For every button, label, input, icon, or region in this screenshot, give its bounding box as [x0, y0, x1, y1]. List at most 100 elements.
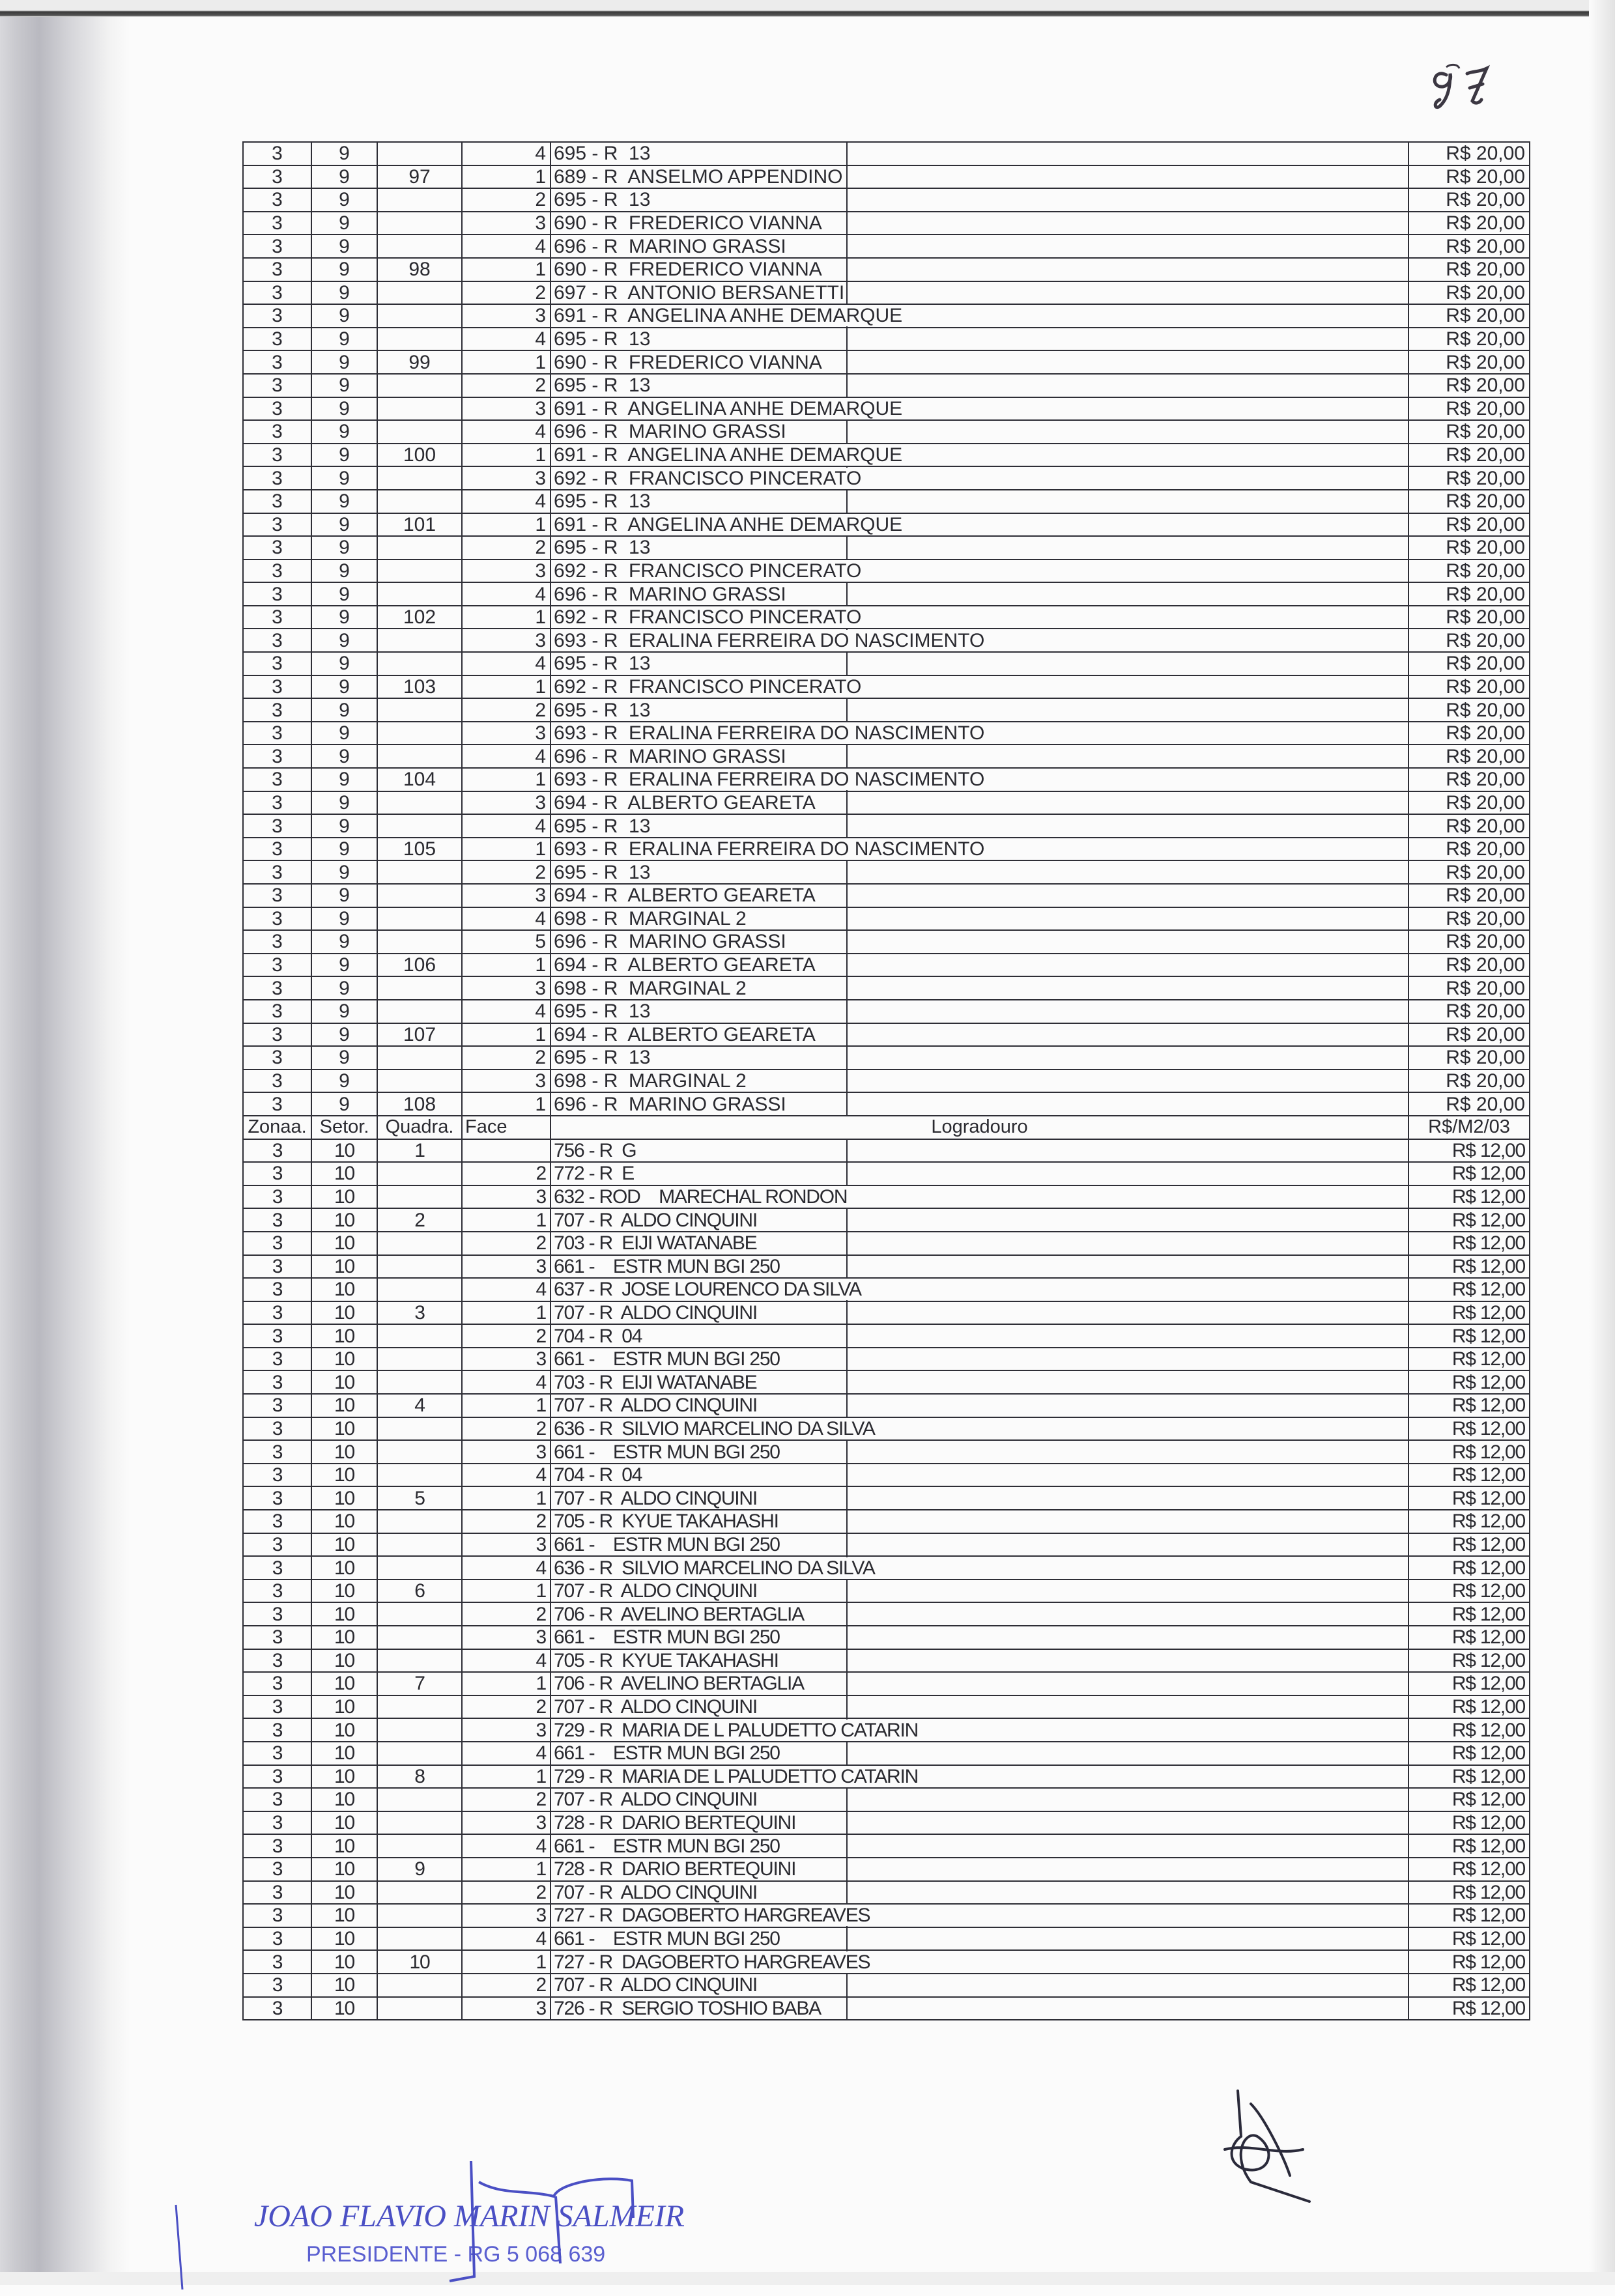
logradouro-cell: 695 - R 13 — [550, 489, 1409, 514]
setor-cell: 10 — [311, 1324, 378, 1348]
logradouro-text: 661 - ESTR MUN BGI 250 — [554, 1533, 781, 1555]
valor-cell: R$ 12,00 — [1408, 1694, 1530, 1720]
logradouro-text: 698 - R MARGINAL 2 — [554, 977, 748, 999]
logradouro-cell: 695 - R 13 — [550, 141, 1409, 166]
logradouro-cell: 696 - R MARINO GRASSI — [550, 744, 1409, 769]
quadra-cell — [377, 1834, 463, 1858]
zona-cell: 3 — [242, 141, 312, 166]
quadra-cell — [377, 790, 463, 815]
quadra-cell — [377, 883, 463, 908]
logradouro-text: 694 - R ALBERTO GEARETA — [554, 885, 817, 907]
valor-cell: R$ 12,00 — [1408, 1834, 1530, 1858]
table-row: 3 10 8 1 729 - R MARIA DE L PALUDETTO CATARI… — [242, 1764, 1530, 1789]
logradouro-text: 636 - R SILVIO MARCELINO DA SILVA — [554, 1557, 876, 1579]
valor-cell: R$ 12,00 — [1408, 1718, 1530, 1742]
cell-divider — [846, 1927, 848, 1951]
table-row: 3 9 3 698 - R MARGINAL 2 R$ 20,00 — [242, 976, 1530, 1000]
setor-cell: 9 — [311, 790, 378, 815]
zona-cell: 3 — [242, 489, 312, 514]
zona-cell: 3 — [242, 1324, 312, 1348]
zona-cell: 3 — [242, 1439, 312, 1464]
table-row: 3 10 4 661 - ESTR MUN BGI 250 R$ 12,00 — [242, 1926, 1530, 1951]
face-cell: 1 — [461, 1856, 551, 1882]
face-cell: 3 — [461, 1625, 551, 1650]
logradouro-text: 661 - ESTR MUN BGI 250 — [554, 1742, 781, 1765]
logradouro-text: 690 - R FREDERICO VIANNA — [554, 259, 823, 281]
cell-divider — [846, 1788, 848, 1811]
table-row: 3 9 106 1 694 - R ALBERTO GEARETA R$ 20,00 — [242, 952, 1530, 978]
setor-cell: 10 — [311, 1903, 378, 1928]
table-row: 3 9 99 1 690 - R FREDERICO VIANNA R$ 20,00 — [242, 350, 1530, 375]
face-cell: 2 — [461, 1602, 551, 1626]
setor-cell: 10 — [311, 1230, 378, 1256]
table-row: 3 9 2 695 - R 13 R$ 20,00 — [242, 373, 1530, 398]
logradouro-text: 756 - R G — [554, 1139, 638, 1161]
logradouro-cell: 690 - R FREDERICO VIANNA — [550, 257, 1409, 282]
quadra-cell — [377, 373, 463, 398]
quadra-cell — [377, 304, 463, 328]
setor-cell: 9 — [311, 883, 378, 908]
face-cell: 4 — [461, 326, 551, 352]
cell-divider — [846, 1741, 848, 1765]
face-cell: 2 — [461, 1230, 551, 1256]
setor-cell: 9 — [311, 164, 378, 190]
setor-cell: 9 — [311, 304, 378, 328]
zona-cell: 3 — [242, 512, 312, 537]
logradouro-text: 695 - R 13 — [554, 861, 652, 883]
handwritten-signature — [1223, 2090, 1311, 2203]
cell-divider — [846, 489, 848, 513]
zona-cell: 3 — [242, 883, 312, 908]
logradouro-value-table: 3 9 4 695 - R 13 R$ 20,00 3 9 97 1 689 - R ANSELM… — [242, 141, 1530, 2021]
face-cell: 3 — [461, 558, 551, 584]
zona-cell: 3 — [242, 1718, 312, 1742]
setor-cell: 10 — [311, 1555, 378, 1580]
valor-cell: R$ 20,00 — [1408, 883, 1530, 908]
zona-cell: 3 — [242, 929, 312, 954]
zona-cell: 3 — [242, 234, 312, 259]
scan-edge-top — [0, 0, 1615, 17]
table-row: 3 10 2 706 - R AVELINO BERTAGLIA R$ 12,00 — [242, 1602, 1530, 1626]
setor-cell: 10 — [311, 1972, 378, 1998]
face-cell: 1 — [461, 1208, 551, 1232]
logradouro-text: 707 - R ALDO CINQUINI — [554, 1395, 759, 1417]
zona-cell: 3 — [242, 767, 312, 792]
logradouro-text: 698 - R MARGINAL 2 — [554, 907, 748, 929]
table-row: 3 10 7 1 706 - R AVELINO BERTAGLIA R$ 12,00 — [242, 1671, 1530, 1696]
setor-cell: 9 — [311, 512, 378, 537]
valor-cell: R$ 20,00 — [1408, 1045, 1530, 1070]
logradouro-cell: 705 - R KYUE TAKAHASHI — [550, 1509, 1409, 1534]
valor-cell: R$ 20,00 — [1408, 1022, 1530, 1047]
table-row: 3 9 5 696 - R MARINO GRASSI R$ 20,00 — [242, 929, 1530, 954]
logradouro-cell: 706 - R AVELINO BERTAGLIA — [550, 1602, 1409, 1626]
logradouro-cell: 698 - R MARGINAL 2 — [550, 976, 1409, 1000]
valor-cell: R$ 12,00 — [1408, 1393, 1530, 1418]
valor-cell: R$ 20,00 — [1408, 1092, 1530, 1116]
setor-cell: 10 — [311, 1532, 378, 1557]
logradouro-text: 707 - R ALDO CINQUINI — [554, 1881, 759, 1903]
table-row: 3 9 3 692 - R FRANCISCO PINCERATO R$ 20,00 — [242, 558, 1530, 584]
face-cell: 3 — [461, 1346, 551, 1372]
zona-cell: 3 — [242, 1926, 312, 1951]
cell-divider — [846, 1649, 848, 1673]
table-row: 3 9 104 1 693 - R ERALINA FERREIRA DO NASCIM… — [242, 767, 1530, 792]
quadra-cell — [377, 744, 463, 769]
zona-cell: 3 — [242, 396, 312, 421]
quadra-cell — [377, 1718, 463, 1742]
cell-divider — [846, 1254, 848, 1279]
valor-cell: R$ 12,00 — [1408, 1277, 1530, 1302]
quadra-cell — [377, 1324, 463, 1348]
logradouro-cell: 694 - R ALBERTO GEARETA — [550, 883, 1409, 908]
valor-cell: R$ 20,00 — [1408, 952, 1530, 978]
zona-cell: 3 — [242, 628, 312, 653]
setor-cell: 10 — [311, 1834, 378, 1858]
valor-cell: R$ 12,00 — [1408, 1230, 1530, 1256]
setor-cell: 9 — [311, 952, 378, 978]
face-cell: 1 — [461, 1092, 551, 1116]
logradouro-cell: 695 - R 13 — [550, 535, 1409, 560]
quadra-cell: 108 — [377, 1092, 463, 1116]
face-cell: 1 — [461, 257, 551, 282]
logradouro-text: 689 - R ANSELMO APPENDINO — [554, 165, 844, 188]
zona-cell: 3 — [242, 1764, 312, 1789]
cell-divider — [846, 373, 848, 397]
setor-cell: 9 — [311, 976, 378, 1000]
